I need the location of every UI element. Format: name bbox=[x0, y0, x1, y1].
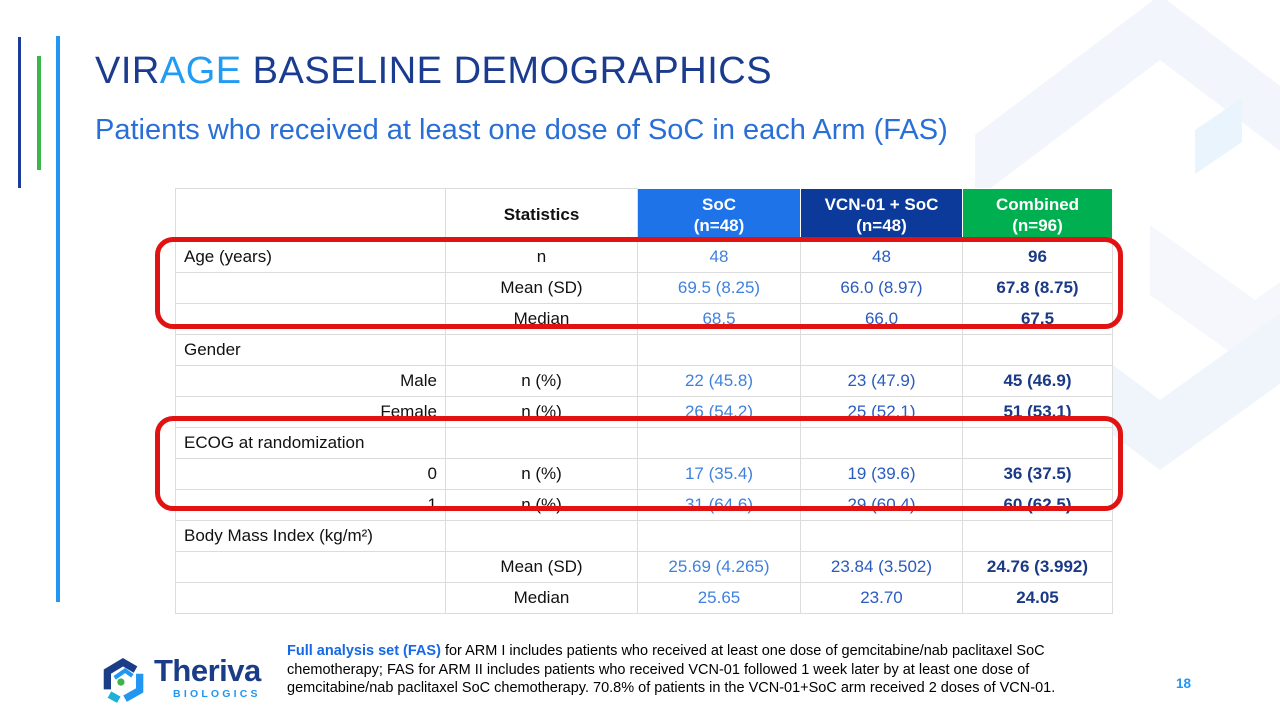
table-cell: ECOG at randomization bbox=[175, 427, 446, 459]
table-cell bbox=[175, 582, 446, 614]
table-cell bbox=[637, 427, 801, 459]
table-cell bbox=[445, 334, 638, 366]
page-title: VIRAGE BASELINE DEMOGRAPHICS bbox=[95, 50, 772, 93]
table-row: Mean (SD) 69.5 (8.25) 66.0 (8.97) 67.8 (8.7… bbox=[175, 272, 1113, 304]
table-row: Median 68.5 66.0 67.5 bbox=[175, 303, 1113, 335]
table-cell: n (%) bbox=[445, 458, 638, 490]
table-cell: 23 (47.9) bbox=[800, 365, 963, 397]
column-header bbox=[175, 188, 446, 242]
column-header: Combined (n=96) bbox=[962, 188, 1113, 242]
table-cell: 24.76 (3.992) bbox=[962, 551, 1113, 583]
table-cell: Mean (SD) bbox=[445, 272, 638, 304]
table-cell: 96 bbox=[962, 241, 1113, 273]
accent-bar-navy bbox=[18, 37, 21, 188]
table-cell: n (%) bbox=[445, 365, 638, 397]
table-cell: 69.5 (8.25) bbox=[637, 272, 801, 304]
table-cell: 25.69 (4.265) bbox=[637, 551, 801, 583]
table-row: Male n (%) 22 (45.8) 23 (47.9) 45 (46.9) bbox=[175, 365, 1113, 397]
table-cell: n bbox=[445, 241, 638, 273]
table-cell: 25.65 bbox=[637, 582, 801, 614]
table-cell bbox=[445, 520, 638, 552]
table-cell bbox=[800, 427, 963, 459]
title-part-dark: VIR bbox=[95, 50, 160, 92]
table-cell: n (%) bbox=[445, 396, 638, 428]
table-cell bbox=[962, 334, 1113, 366]
logo-text: Theriva BIOLOGICS bbox=[154, 653, 261, 701]
accent-bar-green bbox=[37, 56, 41, 170]
page-number: 18 bbox=[1176, 676, 1192, 691]
table-cell: 66.0 (8.97) bbox=[800, 272, 963, 304]
logo-tagline: BIOLOGICS bbox=[173, 688, 261, 700]
table-cell: 22 (45.8) bbox=[637, 365, 801, 397]
title-part-rest: BASELINE DEMOGRAPHICS bbox=[241, 50, 773, 92]
table-cell bbox=[637, 520, 801, 552]
column-header: SoC (n=48) bbox=[637, 188, 801, 242]
table-cell bbox=[800, 520, 963, 552]
footnote-body: for ARM I includes patients who received… bbox=[287, 643, 1056, 696]
table-row: Age (years) n 48 48 96 bbox=[175, 241, 1113, 273]
table-cell: 66.0 bbox=[800, 303, 963, 335]
table-cell bbox=[962, 427, 1113, 459]
table-cell: Median bbox=[445, 303, 638, 335]
highlight-box-ecog bbox=[155, 416, 1123, 511]
column-header: Statistics bbox=[445, 188, 638, 242]
table-cell: 51 (53.1) bbox=[962, 396, 1113, 428]
table-row: Gender bbox=[175, 334, 1113, 366]
table-cell: Body Mass Index (kg/m²) bbox=[175, 520, 446, 552]
column-header: VCN-01 + SoC (n=48) bbox=[800, 188, 963, 242]
table-cell: 67.5 bbox=[962, 303, 1113, 335]
demographics-table: Statistics SoC (n=48) VCN-01 + SoC (n=48) Com… bbox=[175, 188, 1113, 614]
table-cell bbox=[637, 334, 801, 366]
table-cell: 24.05 bbox=[962, 582, 1113, 614]
table-row: Mean (SD) 25.69 (4.265) 23.84 (3.502) 24.76… bbox=[175, 551, 1113, 583]
table-cell bbox=[175, 272, 446, 304]
table-row: Median 25.65 23.70 24.05 bbox=[175, 582, 1113, 614]
table-cell: Age (years) bbox=[175, 241, 446, 273]
table-cell bbox=[962, 520, 1113, 552]
table-row: ECOG at randomization bbox=[175, 427, 1113, 459]
table-cell: Median bbox=[445, 582, 638, 614]
logo-name: Theriva bbox=[154, 653, 261, 688]
table-cell: Mean (SD) bbox=[445, 551, 638, 583]
table-cell: 45 (46.9) bbox=[962, 365, 1113, 397]
table-cell: Male bbox=[175, 365, 446, 397]
table-cell: 67.8 (8.75) bbox=[962, 272, 1113, 304]
highlight-box-age bbox=[155, 237, 1123, 329]
accent-bar-blue bbox=[56, 36, 60, 602]
table-cell: 23.70 bbox=[800, 582, 963, 614]
table-cell: 19 (39.6) bbox=[800, 458, 963, 490]
table-cell: 68.5 bbox=[637, 303, 801, 335]
table-body: Age (years) n 48 48 96 Mean (SD) 69.5 (8.25) 66… bbox=[175, 241, 1113, 614]
table-cell: 23.84 (3.502) bbox=[800, 551, 963, 583]
table-header-row: Statistics SoC (n=48) VCN-01 + SoC (n=48) Com… bbox=[175, 188, 1113, 242]
table-cell: n (%) bbox=[445, 489, 638, 521]
page-subtitle: Patients who received at least one dose … bbox=[95, 114, 948, 146]
theriva-hexagon-icon bbox=[103, 658, 144, 703]
table-cell bbox=[175, 551, 446, 583]
table-row: Body Mass Index (kg/m²) bbox=[175, 520, 1113, 552]
footnote-lead: Full analysis set (FAS) bbox=[287, 643, 441, 659]
table-cell: Gender bbox=[175, 334, 446, 366]
footnote: Full analysis set (FAS) for ARM I includ… bbox=[287, 642, 1139, 698]
table-cell: 36 (37.5) bbox=[962, 458, 1113, 490]
theriva-logo: Theriva BIOLOGICS bbox=[98, 655, 261, 707]
title-part-accent: AGE bbox=[159, 50, 242, 92]
hexagon-watermark-icon bbox=[975, 0, 1280, 470]
table-cell bbox=[800, 334, 963, 366]
